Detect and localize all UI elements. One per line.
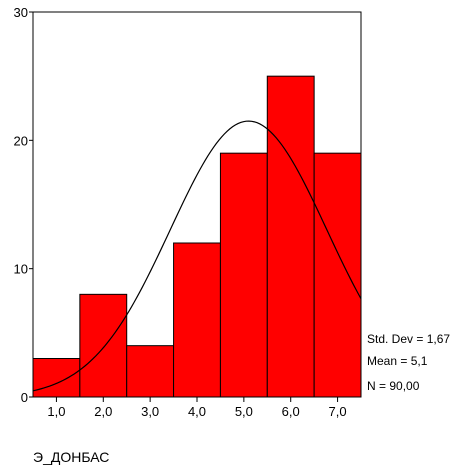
bar-4 [173, 242, 221, 398]
bar-6 [266, 75, 315, 398]
stat-line-2: Mean = 5,1 [367, 354, 428, 368]
x-axis: 1,0 2,0 3,0 4,0 5,0 6,0 7,0 [47, 397, 347, 419]
x-tick-label: 6,0 [282, 404, 300, 419]
bar-2 [79, 293, 128, 398]
x-tick-label: 3,0 [141, 404, 159, 419]
y-tick-label: 0 [21, 390, 28, 405]
x-tick-label: 2,0 [94, 404, 112, 419]
bar-1 [32, 358, 81, 398]
x-tick-label: 1,0 [47, 404, 65, 419]
y-axis: 0 10 20 30 [14, 5, 33, 405]
y-tick-label: 20 [14, 133, 28, 148]
bar-7 [313, 152, 362, 398]
y-tick-label: 10 [14, 262, 28, 277]
stat-line-1: Std. Dev = 1,67 [367, 332, 450, 346]
normal-curve [32, 120, 362, 392]
bar-3 [126, 345, 175, 398]
x-tick-label: 7,0 [329, 404, 347, 419]
bar-5 [219, 152, 268, 398]
stats-box: Std. Dev = 1,67 Mean = 5,1 N = 90,00 [367, 332, 450, 393]
stat-line-3: N = 90,00 [367, 379, 420, 393]
x-tick-label: 5,0 [235, 404, 253, 419]
bars-group [32, 75, 362, 398]
y-tick-label: 30 [14, 5, 28, 20]
x-axis-label: Э_ДОНБАС [33, 449, 109, 465]
x-tick-label: 4,0 [188, 404, 206, 419]
